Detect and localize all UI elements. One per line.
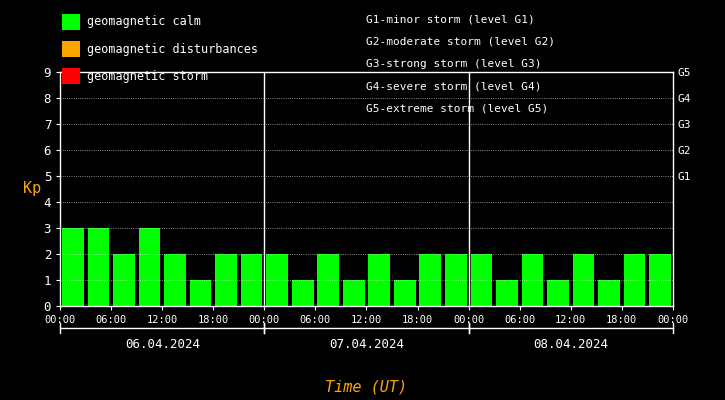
Text: G4-severe storm (level G4): G4-severe storm (level G4) bbox=[366, 81, 542, 91]
Text: geomagnetic storm: geomagnetic storm bbox=[87, 70, 208, 83]
Text: G2-moderate storm (level G2): G2-moderate storm (level G2) bbox=[366, 36, 555, 46]
Bar bbox=[496, 280, 518, 306]
Text: 06.04.2024: 06.04.2024 bbox=[125, 338, 200, 351]
Bar bbox=[649, 254, 671, 306]
Bar bbox=[164, 254, 186, 306]
Bar bbox=[292, 280, 313, 306]
Bar bbox=[445, 254, 467, 306]
Bar bbox=[318, 254, 339, 306]
Bar bbox=[573, 254, 594, 306]
Bar bbox=[190, 280, 212, 306]
Text: 07.04.2024: 07.04.2024 bbox=[329, 338, 404, 351]
Bar bbox=[394, 280, 415, 306]
Bar bbox=[547, 280, 569, 306]
Bar bbox=[343, 280, 365, 306]
Text: G5-extreme storm (level G5): G5-extreme storm (level G5) bbox=[366, 104, 548, 114]
Bar bbox=[368, 254, 390, 306]
Text: G1-minor storm (level G1): G1-minor storm (level G1) bbox=[366, 14, 535, 24]
Text: G3-strong storm (level G3): G3-strong storm (level G3) bbox=[366, 59, 542, 69]
Bar bbox=[521, 254, 543, 306]
Bar bbox=[598, 280, 620, 306]
Bar bbox=[471, 254, 492, 306]
Bar bbox=[215, 254, 237, 306]
Bar bbox=[88, 228, 109, 306]
Y-axis label: Kp: Kp bbox=[23, 182, 41, 196]
Bar bbox=[62, 228, 84, 306]
Bar bbox=[113, 254, 135, 306]
Text: geomagnetic calm: geomagnetic calm bbox=[87, 16, 201, 28]
Bar bbox=[420, 254, 441, 306]
Text: 08.04.2024: 08.04.2024 bbox=[533, 338, 608, 351]
Bar bbox=[241, 254, 262, 306]
Bar bbox=[266, 254, 288, 306]
Bar bbox=[138, 228, 160, 306]
Text: Time (UT): Time (UT) bbox=[326, 379, 407, 394]
Text: geomagnetic disturbances: geomagnetic disturbances bbox=[87, 43, 258, 56]
Bar bbox=[624, 254, 645, 306]
